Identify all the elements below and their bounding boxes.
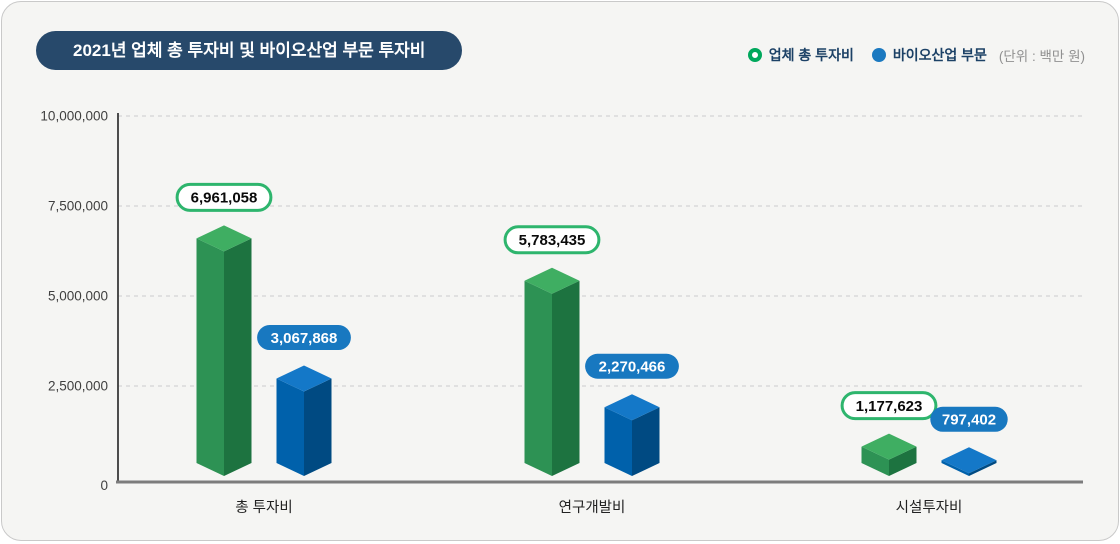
value-badge-label: 5,783,435 xyxy=(519,232,586,249)
y-axis-label: 10,000,000 xyxy=(40,109,108,124)
bar-green-0 xyxy=(197,225,252,476)
y-axis-label: 2,500,000 xyxy=(48,379,108,394)
value-badge-label: 6,961,058 xyxy=(191,190,258,207)
category-label: 시설투자비 xyxy=(896,499,963,516)
y-axis-label: 5,000,000 xyxy=(48,289,108,304)
bar-blue-1 xyxy=(605,394,660,476)
bar-face-right xyxy=(224,238,252,476)
y-axis-label: 7,500,000 xyxy=(48,199,108,214)
bar-face-right xyxy=(304,379,332,476)
category-label: 총 투자비 xyxy=(235,499,292,516)
bar-face-left xyxy=(197,238,225,476)
value-badge-label: 2,270,466 xyxy=(599,358,666,375)
bar-face-top xyxy=(942,447,997,473)
value-badge-label: 1,177,623 xyxy=(856,398,923,415)
bar-face-right xyxy=(552,281,580,476)
bar-blue-0 xyxy=(277,366,332,476)
value-badge-label: 797,402 xyxy=(942,411,996,428)
bar-blue-2 xyxy=(942,447,997,476)
value-badge-label: 3,067,868 xyxy=(271,330,338,347)
category-label: 연구개발비 xyxy=(559,499,626,516)
bar-face-left xyxy=(277,379,305,476)
bar-face-left xyxy=(525,281,553,476)
y-axis-label: 0 xyxy=(100,478,108,493)
bar-green-2 xyxy=(862,434,917,476)
bar-green-1 xyxy=(525,268,580,476)
